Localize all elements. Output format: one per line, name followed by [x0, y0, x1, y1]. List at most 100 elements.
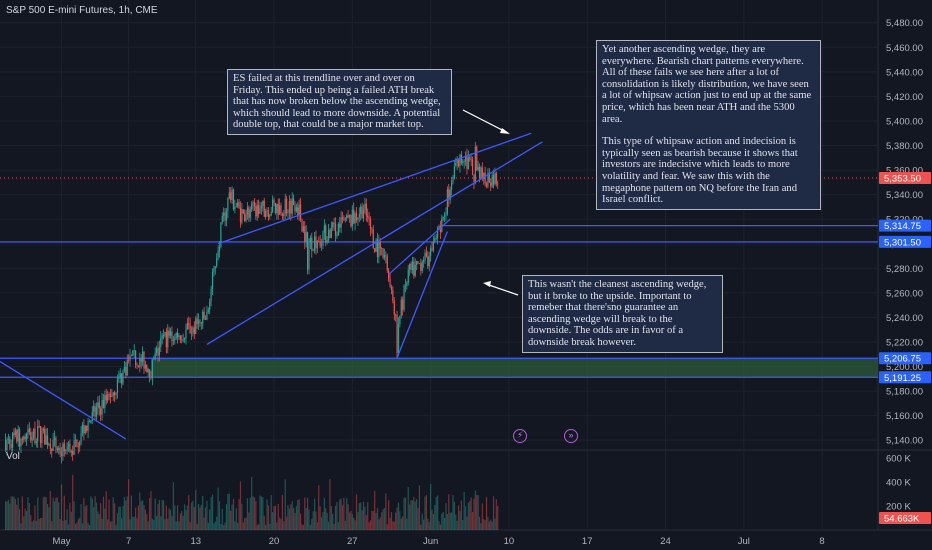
- volume-bar: [449, 512, 451, 530]
- candle-body: [4, 440, 7, 450]
- candle-body: [129, 355, 131, 361]
- candle-body: [358, 214, 360, 218]
- candle-body: [340, 217, 342, 228]
- time-axis[interactable]: May 7 13 20 27 Jun 10 17 24 Jul 8: [53, 536, 825, 547]
- candle-body: [449, 189, 451, 200]
- candle-body: [220, 222, 222, 248]
- volume-bar: [235, 508, 237, 530]
- volume-bar: [231, 504, 233, 530]
- volume-bar: [406, 518, 408, 530]
- volume-bar: [414, 501, 416, 530]
- volume-bar: [53, 501, 56, 530]
- candle-body: [319, 241, 321, 247]
- volume-bar: [443, 518, 446, 530]
- volume-label[interactable]: Vol: [6, 451, 20, 462]
- volume-bar: [49, 490, 51, 530]
- candle-body: [150, 376, 152, 378]
- candle-body: [169, 331, 172, 336]
- candle-body: [376, 239, 379, 257]
- x-tick-label: 8: [819, 536, 824, 547]
- candle-body: [414, 265, 416, 276]
- candle-body: [155, 348, 158, 353]
- volume-bar: [232, 499, 235, 530]
- candle-body: [190, 332, 193, 334]
- volume-bar: [470, 497, 472, 530]
- candle-body: [327, 230, 330, 241]
- candle-body: [318, 241, 320, 243]
- candle-body: [395, 314, 397, 316]
- candle-body: [38, 426, 40, 427]
- volume-bar: [14, 499, 16, 530]
- candle-body: [322, 233, 324, 246]
- volume-bar: [77, 519, 79, 530]
- volume-bar: [262, 497, 264, 530]
- volume-bar: [171, 515, 173, 530]
- candle-body: [385, 255, 387, 257]
- candle-body: [456, 159, 458, 164]
- candle-body: [487, 172, 489, 187]
- volume-bar: [182, 515, 184, 530]
- candle-body: [355, 213, 358, 220]
- volume-bar: [333, 523, 335, 530]
- candle-body: [360, 206, 362, 215]
- volume-bar: [288, 508, 291, 530]
- volume-bar: [466, 516, 468, 530]
- volume-bar: [299, 513, 302, 530]
- candle-body: [23, 436, 25, 440]
- lightning-event-icon[interactable]: ⚡: [513, 429, 527, 443]
- volume-bar: [151, 518, 153, 530]
- price-label: 5,353.50: [884, 174, 921, 185]
- candle-body: [231, 189, 233, 200]
- volume-bar: [364, 506, 366, 530]
- candle-body: [467, 157, 469, 169]
- volume-bar: [375, 512, 377, 530]
- volume-bar: [58, 502, 60, 530]
- candle-body: [305, 232, 307, 242]
- candle-body: [304, 226, 306, 242]
- volume-bar: [192, 500, 194, 530]
- candle-body: [27, 428, 29, 435]
- candle-body: [372, 229, 374, 249]
- volume-bar: [432, 514, 435, 530]
- volume-bar: [350, 510, 352, 530]
- volume-bar: [162, 500, 165, 530]
- candle-body: [162, 335, 165, 337]
- candle-body: [65, 450, 67, 452]
- candle-body: [323, 225, 325, 234]
- volume-bar: [16, 504, 18, 530]
- candle-body: [411, 261, 414, 270]
- candle-body: [406, 282, 408, 286]
- volume-bar: [146, 514, 148, 530]
- candle-body: [428, 255, 430, 267]
- volume-bar: [379, 517, 381, 530]
- candle-body: [225, 211, 228, 221]
- candle-body: [224, 212, 226, 221]
- volume-bar: [60, 484, 63, 530]
- candle-body: [362, 209, 365, 219]
- volume-bar: [98, 514, 100, 530]
- candle-body: [450, 182, 453, 190]
- candle-body: [188, 323, 190, 326]
- volume-bar: [305, 507, 307, 530]
- volume-bar: [230, 510, 232, 530]
- candle-body: [262, 200, 264, 206]
- volume-bar: [242, 522, 244, 530]
- candle-body: [69, 443, 71, 452]
- annotation-upside-break: This wasn't the cleanest ascending wedge…: [522, 275, 723, 353]
- volume-axis: 200 K 400 K 600 K: [886, 454, 911, 513]
- volume-bar: [21, 496, 23, 530]
- candle-body: [237, 202, 239, 207]
- volume-bar: [116, 513, 119, 530]
- forward-event-icon[interactable]: »: [564, 429, 578, 443]
- candle-body: [266, 210, 268, 212]
- candle-body: [478, 166, 481, 178]
- volume-bar: [225, 504, 228, 530]
- candle-body: [357, 217, 359, 220]
- candle-body: [292, 198, 295, 206]
- volume-bar: [382, 509, 384, 530]
- chart-title[interactable]: S&P 500 E-mini Futures, 1h, CME: [6, 5, 158, 16]
- candle-body: [128, 360, 130, 362]
- volume-bar: [55, 497, 57, 530]
- volume-bar: [174, 505, 176, 530]
